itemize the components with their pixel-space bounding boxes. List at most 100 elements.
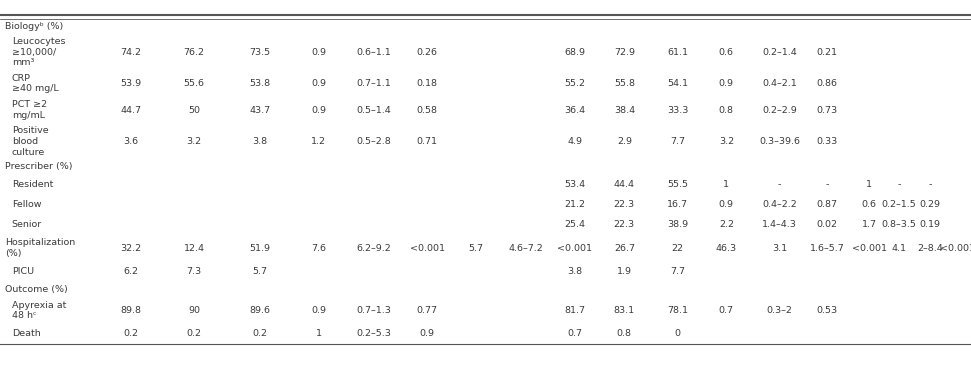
Text: 55.2: 55.2: [564, 79, 586, 88]
Text: 44.4: 44.4: [614, 180, 635, 189]
Text: 0.7: 0.7: [719, 306, 734, 315]
Text: 0.3–39.6: 0.3–39.6: [759, 137, 800, 146]
Text: <0.001: <0.001: [852, 244, 887, 253]
Text: Fellow: Fellow: [12, 200, 41, 209]
Text: 0.26: 0.26: [417, 47, 438, 57]
Text: PCT ≥2
mg/mL: PCT ≥2 mg/mL: [12, 101, 47, 120]
Text: 78.1: 78.1: [667, 306, 688, 315]
Text: 0.6–1.1: 0.6–1.1: [356, 47, 391, 57]
Text: 0.33: 0.33: [817, 137, 838, 146]
Text: 0.9: 0.9: [719, 200, 734, 209]
Text: 5.7: 5.7: [468, 244, 484, 253]
Text: 0.73: 0.73: [817, 106, 838, 115]
Text: 43.7: 43.7: [250, 106, 271, 115]
Text: <0.001: <0.001: [557, 244, 592, 253]
Text: 0.8: 0.8: [617, 329, 632, 338]
Text: 76.2: 76.2: [184, 47, 205, 57]
Text: 22: 22: [672, 244, 684, 253]
Text: -: -: [778, 180, 782, 189]
Text: 1: 1: [316, 329, 321, 338]
Text: 0.29: 0.29: [920, 200, 941, 209]
Text: 0.18: 0.18: [417, 79, 438, 88]
Text: 3.6: 3.6: [123, 137, 139, 146]
Text: 0.58: 0.58: [417, 106, 438, 115]
Text: 0.3–2: 0.3–2: [767, 306, 792, 315]
Text: 0.9: 0.9: [311, 106, 326, 115]
Text: 12.4: 12.4: [184, 244, 205, 253]
Text: 0.9: 0.9: [311, 79, 326, 88]
Text: 0.2: 0.2: [252, 329, 268, 338]
Text: 1.7: 1.7: [861, 220, 877, 229]
Text: 6.2–9.2: 6.2–9.2: [356, 244, 391, 253]
Text: 0.02: 0.02: [817, 220, 838, 229]
Text: 3.1: 3.1: [772, 244, 787, 253]
Text: 0.9: 0.9: [311, 306, 326, 315]
Text: 0.77: 0.77: [417, 306, 438, 315]
Text: 73.5: 73.5: [250, 47, 271, 57]
Text: 3.8: 3.8: [567, 267, 583, 276]
Text: 68.9: 68.9: [564, 47, 586, 57]
Text: 0.8: 0.8: [719, 106, 734, 115]
Text: 0.9: 0.9: [719, 79, 734, 88]
Text: Hospitalization
(%): Hospitalization (%): [5, 239, 75, 258]
Text: 53.9: 53.9: [120, 79, 142, 88]
Text: 61.1: 61.1: [667, 47, 688, 57]
Text: 0.86: 0.86: [817, 79, 838, 88]
Text: 55.5: 55.5: [667, 180, 688, 189]
Text: 0.87: 0.87: [817, 200, 838, 209]
Text: 2.2: 2.2: [719, 220, 734, 229]
Text: 1.6–5.7: 1.6–5.7: [810, 244, 845, 253]
Text: 21.2: 21.2: [564, 200, 586, 209]
Text: 33.3: 33.3: [667, 106, 688, 115]
Text: 4.6–7.2: 4.6–7.2: [509, 244, 544, 253]
Text: 89.8: 89.8: [120, 306, 142, 315]
Text: 7.3: 7.3: [186, 267, 202, 276]
Text: 38.9: 38.9: [667, 220, 688, 229]
Text: 1: 1: [866, 180, 872, 189]
Text: 0.19: 0.19: [920, 220, 941, 229]
Text: 6.2: 6.2: [123, 267, 139, 276]
Text: 0.2–5.3: 0.2–5.3: [356, 329, 391, 338]
Text: 0.2: 0.2: [186, 329, 202, 338]
Text: Death: Death: [12, 329, 41, 338]
Text: 2.9: 2.9: [617, 137, 632, 146]
Text: 5.7: 5.7: [252, 267, 268, 276]
Text: 7.6: 7.6: [311, 244, 326, 253]
Text: -: -: [825, 180, 829, 189]
Text: 36.4: 36.4: [564, 106, 586, 115]
Text: 46.3: 46.3: [716, 244, 737, 253]
Text: 1.4–4.3: 1.4–4.3: [762, 220, 797, 229]
Text: 4.1: 4.1: [891, 244, 907, 253]
Text: 72.9: 72.9: [614, 47, 635, 57]
Text: 2–8.4: 2–8.4: [918, 244, 943, 253]
Text: CRP
≥40 mg/L: CRP ≥40 mg/L: [12, 74, 58, 93]
Text: 0.4–2.1: 0.4–2.1: [762, 79, 797, 88]
Text: 0.9: 0.9: [419, 329, 435, 338]
Text: 7.7: 7.7: [670, 267, 686, 276]
Text: 32.2: 32.2: [120, 244, 142, 253]
Text: 22.3: 22.3: [614, 200, 635, 209]
Text: 0.4–2.2: 0.4–2.2: [762, 200, 797, 209]
Text: PICU: PICU: [12, 267, 34, 276]
Text: 83.1: 83.1: [614, 306, 635, 315]
Text: Prescriber (%): Prescriber (%): [5, 162, 73, 171]
Text: 16.7: 16.7: [667, 200, 688, 209]
Text: 54.1: 54.1: [667, 79, 688, 88]
Text: Outcome (%): Outcome (%): [5, 285, 68, 294]
Text: 0.2–2.9: 0.2–2.9: [762, 106, 797, 115]
Text: 0.71: 0.71: [417, 137, 438, 146]
Text: 0.2: 0.2: [123, 329, 139, 338]
Text: <0.001: <0.001: [940, 244, 971, 253]
Text: Biologyᵇ (%): Biologyᵇ (%): [5, 22, 63, 31]
Text: 0.7: 0.7: [567, 329, 583, 338]
Text: Resident: Resident: [12, 180, 53, 189]
Text: 0.7–1.3: 0.7–1.3: [356, 306, 391, 315]
Text: 25.4: 25.4: [564, 220, 586, 229]
Text: 0.8–3.5: 0.8–3.5: [882, 220, 917, 229]
Text: 51.9: 51.9: [250, 244, 271, 253]
Text: 0.5–1.4: 0.5–1.4: [356, 106, 391, 115]
Text: 0.6: 0.6: [719, 47, 734, 57]
Text: 3.2: 3.2: [186, 137, 202, 146]
Text: 50: 50: [188, 106, 200, 115]
Text: Leucocytes
≥10,000/
mm³: Leucocytes ≥10,000/ mm³: [12, 37, 65, 67]
